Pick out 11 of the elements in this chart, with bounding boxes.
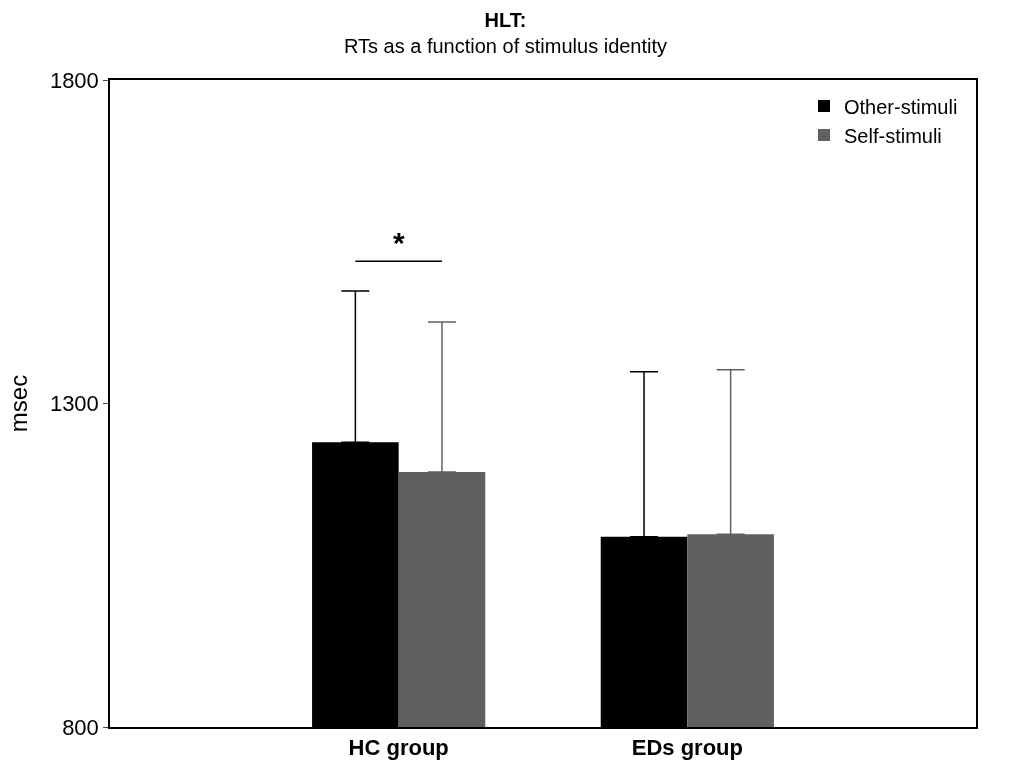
- legend-label: Other-stimuli: [844, 95, 958, 118]
- x-tick-label: HC group: [348, 735, 449, 761]
- annotation: *: [393, 226, 405, 259]
- y-tick-label: 1300: [49, 391, 99, 417]
- x-tick-label: EDs group: [631, 735, 743, 761]
- y-tick-label: 1800: [49, 67, 99, 93]
- y-tick-label: 800: [62, 714, 99, 740]
- legend-label: Self-stimuli: [844, 124, 942, 147]
- chart-title: HLT:: [484, 9, 527, 32]
- chart-subtitle: RTs as a function of stimulus identity: [343, 35, 668, 58]
- y-axis-title: msec: [5, 374, 33, 433]
